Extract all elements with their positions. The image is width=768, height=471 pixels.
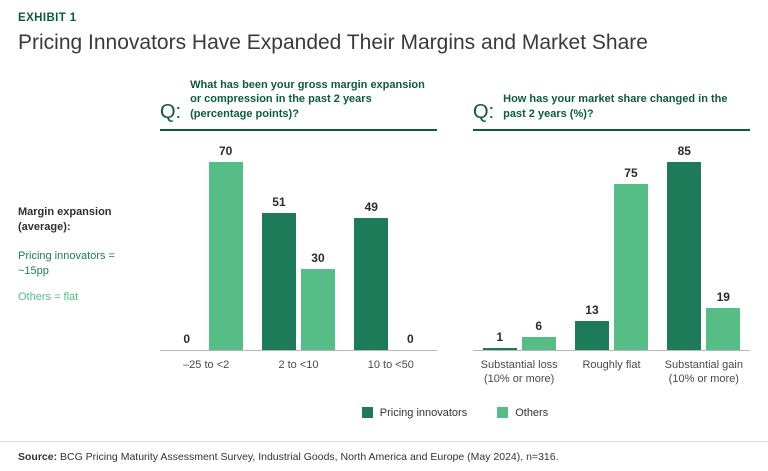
legend-swatch-innovators-icon bbox=[361, 407, 373, 419]
category-label: –25 to <2 bbox=[183, 359, 230, 371]
category-slot: 2 to <10 bbox=[252, 358, 344, 372]
bar-others bbox=[613, 184, 648, 350]
bar-column: 49 bbox=[354, 200, 389, 350]
note-others-line: Others = flat bbox=[18, 291, 79, 304]
bar-value-label: 19 bbox=[716, 290, 730, 304]
category-slot: Substantial gain (10% or more) bbox=[658, 358, 750, 387]
bar-value-label: 85 bbox=[677, 144, 691, 158]
bar-others bbox=[521, 337, 556, 350]
question-header-right: Q: How has your market share changed in … bbox=[473, 67, 750, 131]
legend: Pricing innovators Others bbox=[160, 407, 750, 419]
bar-column: 1 bbox=[482, 330, 517, 350]
category-labels-left: –25 to <2 2 to <10 10 to <50 bbox=[160, 358, 437, 372]
source-line: Source: BCG Pricing Maturity Assessment … bbox=[18, 451, 750, 463]
category-slot: Roughly flat bbox=[565, 358, 657, 387]
bar-value-label: 6 bbox=[535, 319, 542, 333]
category-labels-right: Substantial loss (10% or more) Roughly fl… bbox=[473, 358, 750, 387]
bar-column: 30 bbox=[300, 251, 335, 350]
chart-market-share: Q: How has your market share changed in … bbox=[473, 67, 750, 387]
category-label: 10 to <50 bbox=[367, 359, 414, 371]
bar-plot-right: 1 6 13 75 85 19 bbox=[473, 143, 750, 351]
bar-group: 51 30 bbox=[261, 195, 335, 350]
question-text-left: What has been your gross margin expansio… bbox=[190, 79, 425, 120]
bar-pricing-innovators bbox=[261, 213, 296, 350]
bar-plot-left: 0 70 51 30 49 0 bbox=[160, 143, 437, 351]
bar-column: 0 bbox=[170, 332, 204, 350]
bar-value-label: 75 bbox=[624, 166, 638, 180]
legend-item-innovators: Pricing innovators bbox=[361, 406, 468, 419]
charts-row: Q: What has been your gross margin expan… bbox=[160, 67, 750, 387]
page-title: Pricing Innovators Have Expanded Their M… bbox=[18, 31, 648, 54]
bar-column: 70 bbox=[208, 144, 243, 350]
legend-item-others: Others bbox=[497, 407, 548, 419]
bar-others bbox=[208, 162, 243, 350]
bar-pricing-innovators bbox=[667, 162, 702, 350]
main-content: Margin expansion (average): Pricing inno… bbox=[18, 67, 750, 419]
bar-pricing-innovators bbox=[354, 218, 389, 350]
bar-group: 0 70 bbox=[170, 144, 243, 350]
question-mark-icon: Q: bbox=[160, 101, 182, 123]
question-header-left: Q: What has been your gross margin expan… bbox=[160, 67, 437, 131]
category-slot: 10 to <50 bbox=[345, 358, 437, 372]
question-text-right: How has your market share changed in the… bbox=[503, 93, 728, 120]
charts-area: Q: What has been your gross margin expan… bbox=[160, 67, 750, 419]
bar-value-label: 13 bbox=[585, 303, 599, 317]
bar-group: 85 19 bbox=[667, 144, 741, 350]
bar-column: 19 bbox=[706, 290, 741, 350]
bar-value-label: 49 bbox=[364, 200, 378, 214]
bar-column: 85 bbox=[667, 144, 702, 350]
bar-group: 13 75 bbox=[574, 166, 648, 350]
bar-group-slot: 85 19 bbox=[658, 144, 750, 350]
bar-column: 75 bbox=[613, 166, 648, 350]
source-text: BCG Pricing Maturity Assessment Survey, … bbox=[57, 451, 559, 463]
question-mark-icon: Q: bbox=[473, 101, 495, 123]
bar-value-label: 70 bbox=[218, 144, 233, 158]
bar-column: 51 bbox=[261, 195, 296, 350]
category-label: Substantial gain (10% or more) bbox=[664, 359, 743, 386]
bar-value-label: 1 bbox=[496, 330, 503, 344]
category-slot: Substantial loss (10% or more) bbox=[473, 358, 565, 387]
bar-value-label: 51 bbox=[272, 195, 286, 209]
legend-label-innovators: Pricing innovators bbox=[379, 406, 468, 419]
margin-expansion-note: Margin expansion (average): Pricing inno… bbox=[18, 67, 160, 419]
bar-value-label: 30 bbox=[311, 251, 325, 265]
category-label: 2 to <10 bbox=[278, 359, 319, 371]
category-label: Substantial loss (10% or more) bbox=[480, 359, 558, 386]
exhibit-label: EXHIBIT 1 bbox=[18, 12, 77, 24]
bar-column: 13 bbox=[574, 303, 609, 350]
note-innovators-line: Pricing innovators = ~15pp bbox=[18, 249, 115, 277]
bar-pricing-innovators bbox=[574, 321, 609, 350]
bar-group: 49 0 bbox=[354, 200, 427, 350]
bar-value-label: 0 bbox=[183, 332, 190, 346]
legend-swatch-others-icon bbox=[497, 407, 509, 419]
bar-column: 6 bbox=[521, 319, 556, 350]
bar-group-slot: 0 70 bbox=[160, 144, 252, 350]
bar-group-slot: 49 0 bbox=[345, 200, 437, 350]
bar-group-slot: 51 30 bbox=[252, 195, 344, 350]
bar-others bbox=[300, 269, 335, 350]
chart-margin-expansion: Q: What has been your gross margin expan… bbox=[160, 67, 437, 387]
bar-column: 0 bbox=[393, 332, 427, 350]
bar-pricing-innovators bbox=[482, 348, 517, 350]
bar-group-slot: 13 75 bbox=[565, 166, 657, 350]
bar-others bbox=[706, 308, 741, 350]
source-label: Source: bbox=[18, 451, 58, 463]
legend-label-others: Others bbox=[515, 406, 549, 419]
footer: Source: BCG Pricing Maturity Assessment … bbox=[0, 441, 768, 463]
note-heading: Margin expansion (average): bbox=[18, 206, 112, 233]
category-label: Roughly flat bbox=[582, 359, 641, 371]
bar-value-label: 0 bbox=[406, 332, 414, 346]
category-slot: –25 to <2 bbox=[160, 358, 252, 372]
